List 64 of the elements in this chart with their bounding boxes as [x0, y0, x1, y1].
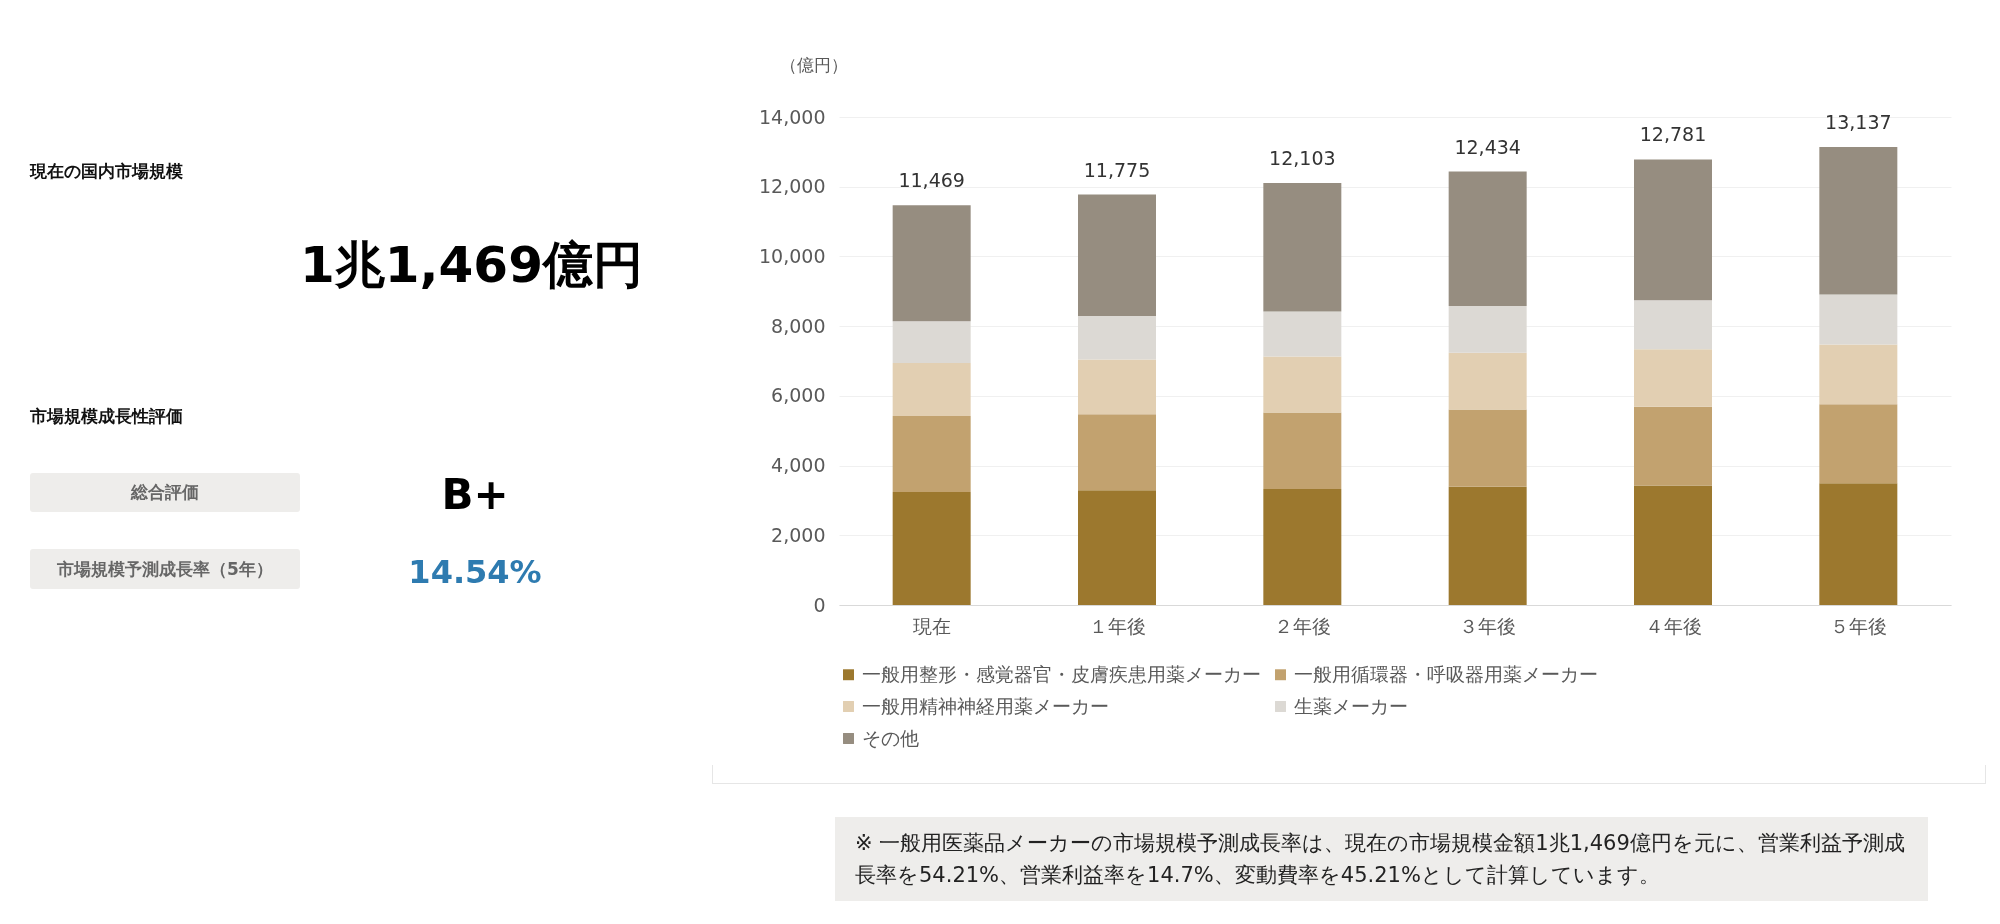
bar — [892, 492, 971, 605]
bar — [892, 416, 971, 493]
text: 14.54% — [407, 553, 543, 591]
y-axis-title: （億円） — [779, 54, 848, 75]
bar — [1263, 412, 1342, 489]
y-tick-label: 6,000 — [771, 384, 826, 407]
text: 現在の国内市場規模 — [30, 160, 183, 183]
x-tick-label: ５年後 — [1829, 614, 1887, 637]
bar — [1448, 352, 1527, 410]
bar — [1448, 409, 1527, 487]
x-tick-label: １年後 — [1088, 614, 1146, 637]
y-tick-label: 0 — [813, 593, 826, 616]
total-label: 12,103 — [1269, 147, 1336, 170]
total-label: 12,781 — [1639, 123, 1707, 146]
legend-label: 一般用整形・感覚器官・皮膚疾患用薬メーカー — [862, 662, 1261, 685]
total-label: 11,775 — [1083, 158, 1151, 181]
bar — [1263, 488, 1342, 605]
bar — [1819, 294, 1898, 345]
y-tick-label: 14,000 — [759, 105, 826, 128]
bar — [1263, 356, 1342, 413]
legend-label: その他 — [862, 726, 919, 749]
bar — [1634, 300, 1712, 350]
x-tick-label: ４年後 — [1644, 614, 1702, 637]
bar — [1448, 486, 1527, 605]
text: B+ — [440, 470, 510, 519]
bar — [1634, 485, 1712, 605]
bar — [1819, 147, 1898, 295]
text: 総合評価 — [30, 473, 300, 512]
total-label: 13,137 — [1825, 111, 1892, 134]
y-tick-label: 8,000 — [771, 314, 826, 337]
y-tick-label: 10,000 — [759, 244, 826, 267]
bar — [1634, 159, 1712, 301]
bar — [1078, 316, 1156, 360]
x-tick-label: 現在 — [912, 614, 951, 637]
bar — [892, 205, 971, 322]
x-tick-label: ２年後 — [1273, 614, 1331, 637]
text: 市場規模成長性評価 — [30, 405, 183, 428]
bar — [1078, 414, 1156, 491]
total-label: 12,434 — [1454, 135, 1521, 158]
legend-label: 生薬メーカー — [1294, 694, 1408, 717]
bar — [1819, 344, 1898, 405]
text: 市場規模予測成長率（5年） — [30, 549, 300, 589]
bar — [1263, 183, 1342, 312]
y-tick-label: 12,000 — [759, 175, 826, 198]
bar — [1448, 171, 1527, 306]
bar — [1819, 483, 1898, 605]
bar — [1819, 404, 1898, 484]
bar — [1634, 406, 1712, 486]
bar — [1078, 194, 1156, 317]
bar — [892, 321, 971, 364]
legend-label: 一般用循環器・呼吸器用薬メーカー — [1294, 662, 1598, 685]
total-label: 11,469 — [898, 169, 965, 192]
bar — [1448, 305, 1527, 353]
y-tick-label: 4,000 — [771, 454, 826, 477]
x-tick-label: ３年後 — [1459, 614, 1517, 637]
text: ※ 一般用医薬品メーカーの市場規模予測成長率は、現在の市場規模金額1兆1,469億円を元に、営業利益予測成長率を54.21%、営業利益率を14.7%、変動費率を45.21%として計算しています。 — [835, 817, 1928, 901]
y-tick-label: 2,000 — [771, 523, 826, 546]
bar — [1078, 359, 1156, 415]
bar — [1263, 311, 1342, 357]
text: 1兆1,469億円 — [300, 235, 643, 296]
bar — [1078, 490, 1156, 605]
legend-label: 一般用精神神経用薬メーカー — [862, 694, 1109, 717]
bar — [1634, 349, 1712, 407]
bar — [892, 363, 971, 417]
